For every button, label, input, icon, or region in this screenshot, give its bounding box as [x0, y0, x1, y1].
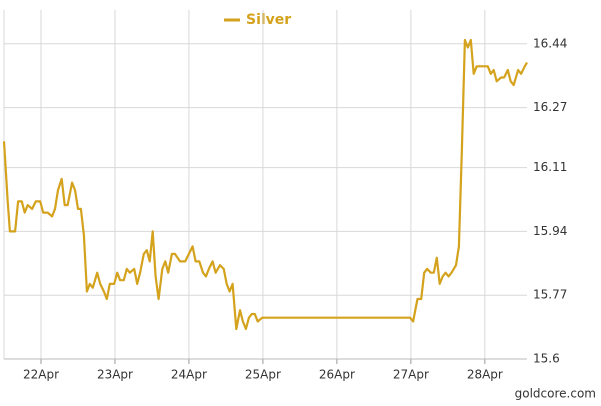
x-tick-label: 25Apr: [245, 368, 281, 382]
y-tick-label: 16.44: [533, 36, 567, 50]
source: goldcore.com: [515, 387, 596, 401]
y-tick-label: 15.94: [533, 224, 567, 238]
x-tick-label: 26Apr: [319, 368, 355, 382]
legend-label: Silver: [246, 12, 291, 28]
x-tick-label: 23Apr: [97, 368, 133, 382]
y-tick-label: 16.27: [533, 100, 567, 114]
x-tick-label: 28Apr: [467, 368, 503, 382]
y-tick-label: 15.6: [533, 352, 560, 366]
y-tick-label: 15.77: [533, 288, 567, 302]
x-tick-label: 22Apr: [23, 368, 59, 382]
x-tick-label: 24Apr: [171, 368, 207, 382]
y-tick-label: 16.11: [533, 160, 567, 174]
x-tick-label: 27Apr: [393, 368, 429, 382]
series-line: [2, 38, 528, 331]
